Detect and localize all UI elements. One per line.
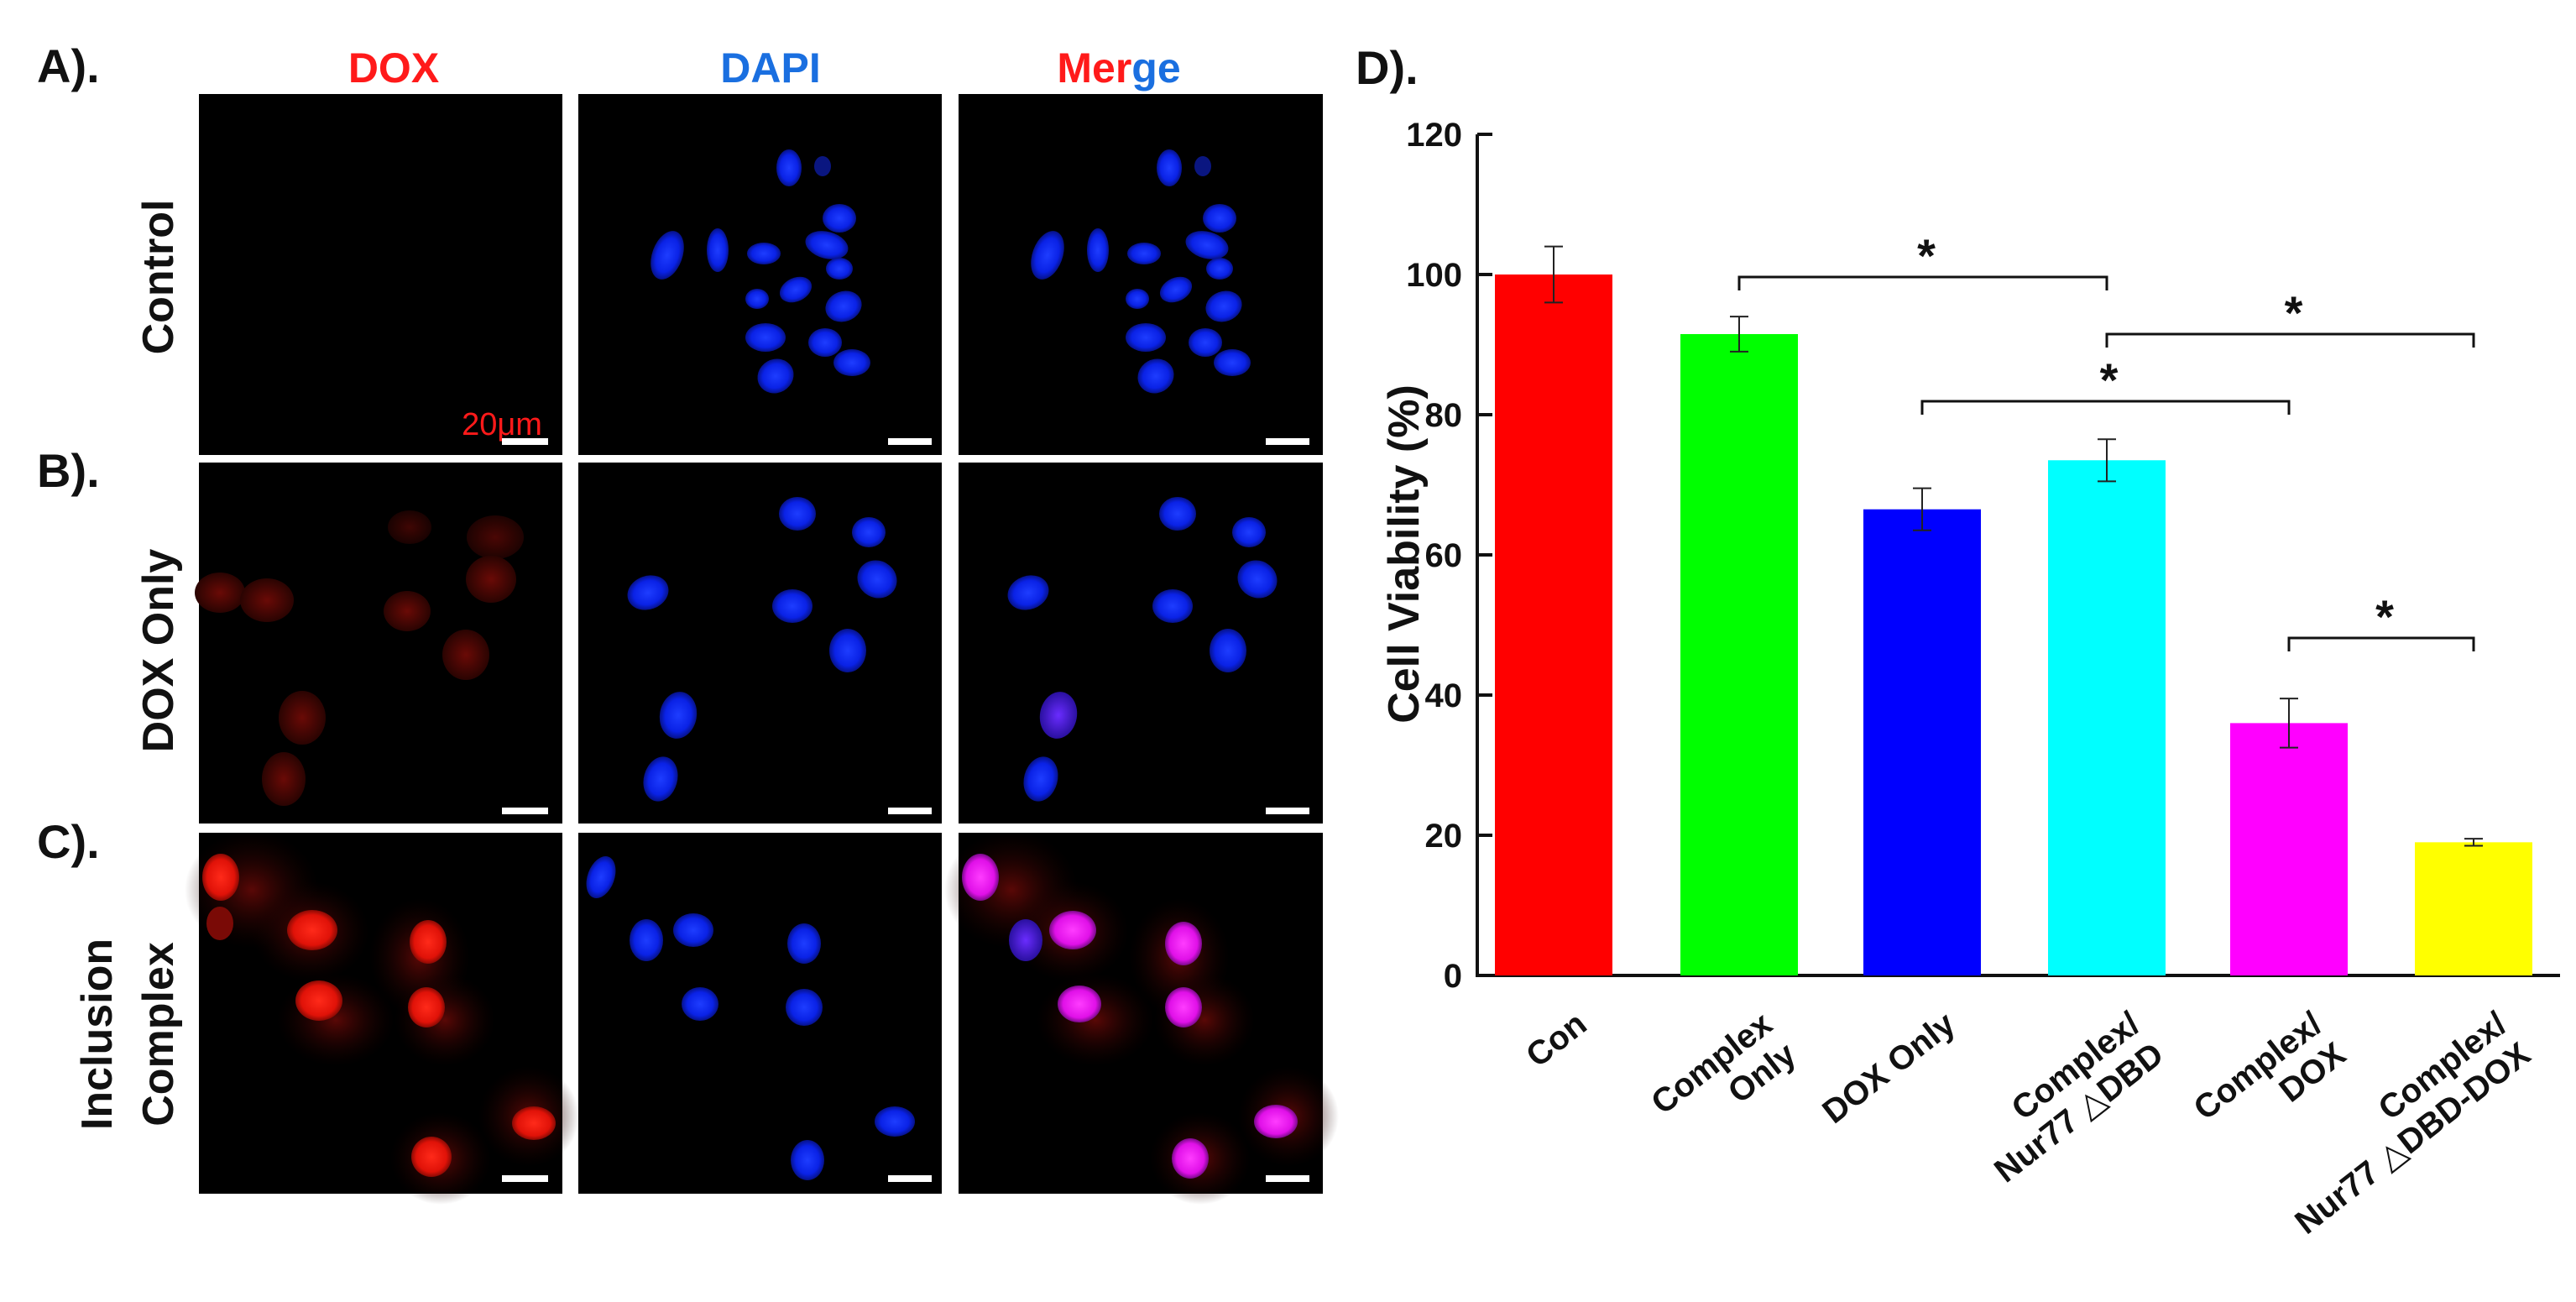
merge-title-red-part: Mer (1057, 44, 1131, 92)
scale-bar (1266, 438, 1309, 445)
scale-bar (502, 808, 548, 814)
panel-b-label: B). (37, 444, 100, 497)
image-control-merge (959, 94, 1323, 455)
x-tick-label-line: DOX Only (1816, 1005, 1962, 1131)
column-title-merge: Merge (1057, 44, 1180, 92)
significance-star: * (1917, 229, 1936, 282)
image-control-dox: 20μm (199, 94, 562, 455)
y-tick-label: 40 (1425, 677, 1463, 714)
bar (1495, 275, 1612, 975)
x-tick-label: ComplexOnly (1644, 1005, 1803, 1152)
column-title-dapi: DAPI (720, 44, 820, 92)
image-inclusion-dox (185, 831, 579, 1205)
grid-separator (199, 455, 1323, 463)
panel-d-label: D). (1356, 41, 1419, 94)
image-inclusion-dapi (578, 833, 942, 1194)
scale-bar (502, 438, 548, 445)
image-control-dapi (578, 94, 942, 455)
scale-bar-label: 20μm (462, 407, 542, 442)
y-tick-label: 0 (1444, 958, 1462, 995)
panel-a-label: A). (37, 39, 100, 92)
significance-star: * (2100, 353, 2119, 406)
x-tick-label: DOX Only (1816, 1005, 1962, 1131)
significance-bracket (2105, 332, 2475, 348)
image-dox-only-dapi (578, 463, 942, 824)
y-tick-label: 120 (1406, 117, 1462, 154)
scale-bar (1266, 808, 1309, 814)
row-label-inclusion-line2: Complex (134, 942, 183, 1127)
bar (1680, 333, 1798, 976)
scale-bar (888, 808, 932, 814)
bar (2230, 723, 2348, 975)
scale-bar (1266, 1175, 1309, 1182)
significance-bracket (2287, 636, 2475, 651)
y-tick-label: 100 (1406, 257, 1462, 294)
y-tick-label: 80 (1425, 397, 1463, 434)
bar (2415, 842, 2532, 975)
image-dox-only-merge (959, 463, 1323, 824)
significance-bracket (1737, 275, 2108, 290)
y-axis-label: Cell Viability (%) (1380, 384, 1429, 724)
row-label-inclusion-line1: Inclusion (73, 939, 122, 1130)
image-dox-only-dox (195, 463, 562, 824)
row-label-control: Control (134, 200, 183, 355)
scale-bar (888, 438, 932, 445)
scale-bar (502, 1175, 548, 1182)
row-label-dox-only: DOX Only (134, 549, 183, 753)
bar (1863, 509, 1981, 975)
significance-star: * (2285, 286, 2303, 339)
x-tick-label: Complex/DOX (2187, 1005, 2354, 1158)
panel-c-label: C). (37, 815, 100, 868)
grid-separator (199, 824, 1323, 833)
y-tick-label: 20 (1425, 818, 1463, 855)
y-tick-label: 60 (1425, 537, 1463, 574)
column-title-dox: DOX (348, 44, 439, 92)
bar (2048, 460, 2166, 975)
scale-bar (888, 1175, 932, 1182)
x-tick-label: Con (1519, 1005, 1593, 1075)
image-inclusion-merge (944, 831, 1339, 1205)
x-tick-label-line: Con (1519, 1005, 1593, 1075)
significance-bracket (1920, 400, 2291, 415)
x-tick-label: Complex/Nur77 △DBD (1964, 1005, 2171, 1190)
significance-star: * (2375, 590, 2394, 643)
merge-title-blue-part: ge (1131, 44, 1180, 92)
